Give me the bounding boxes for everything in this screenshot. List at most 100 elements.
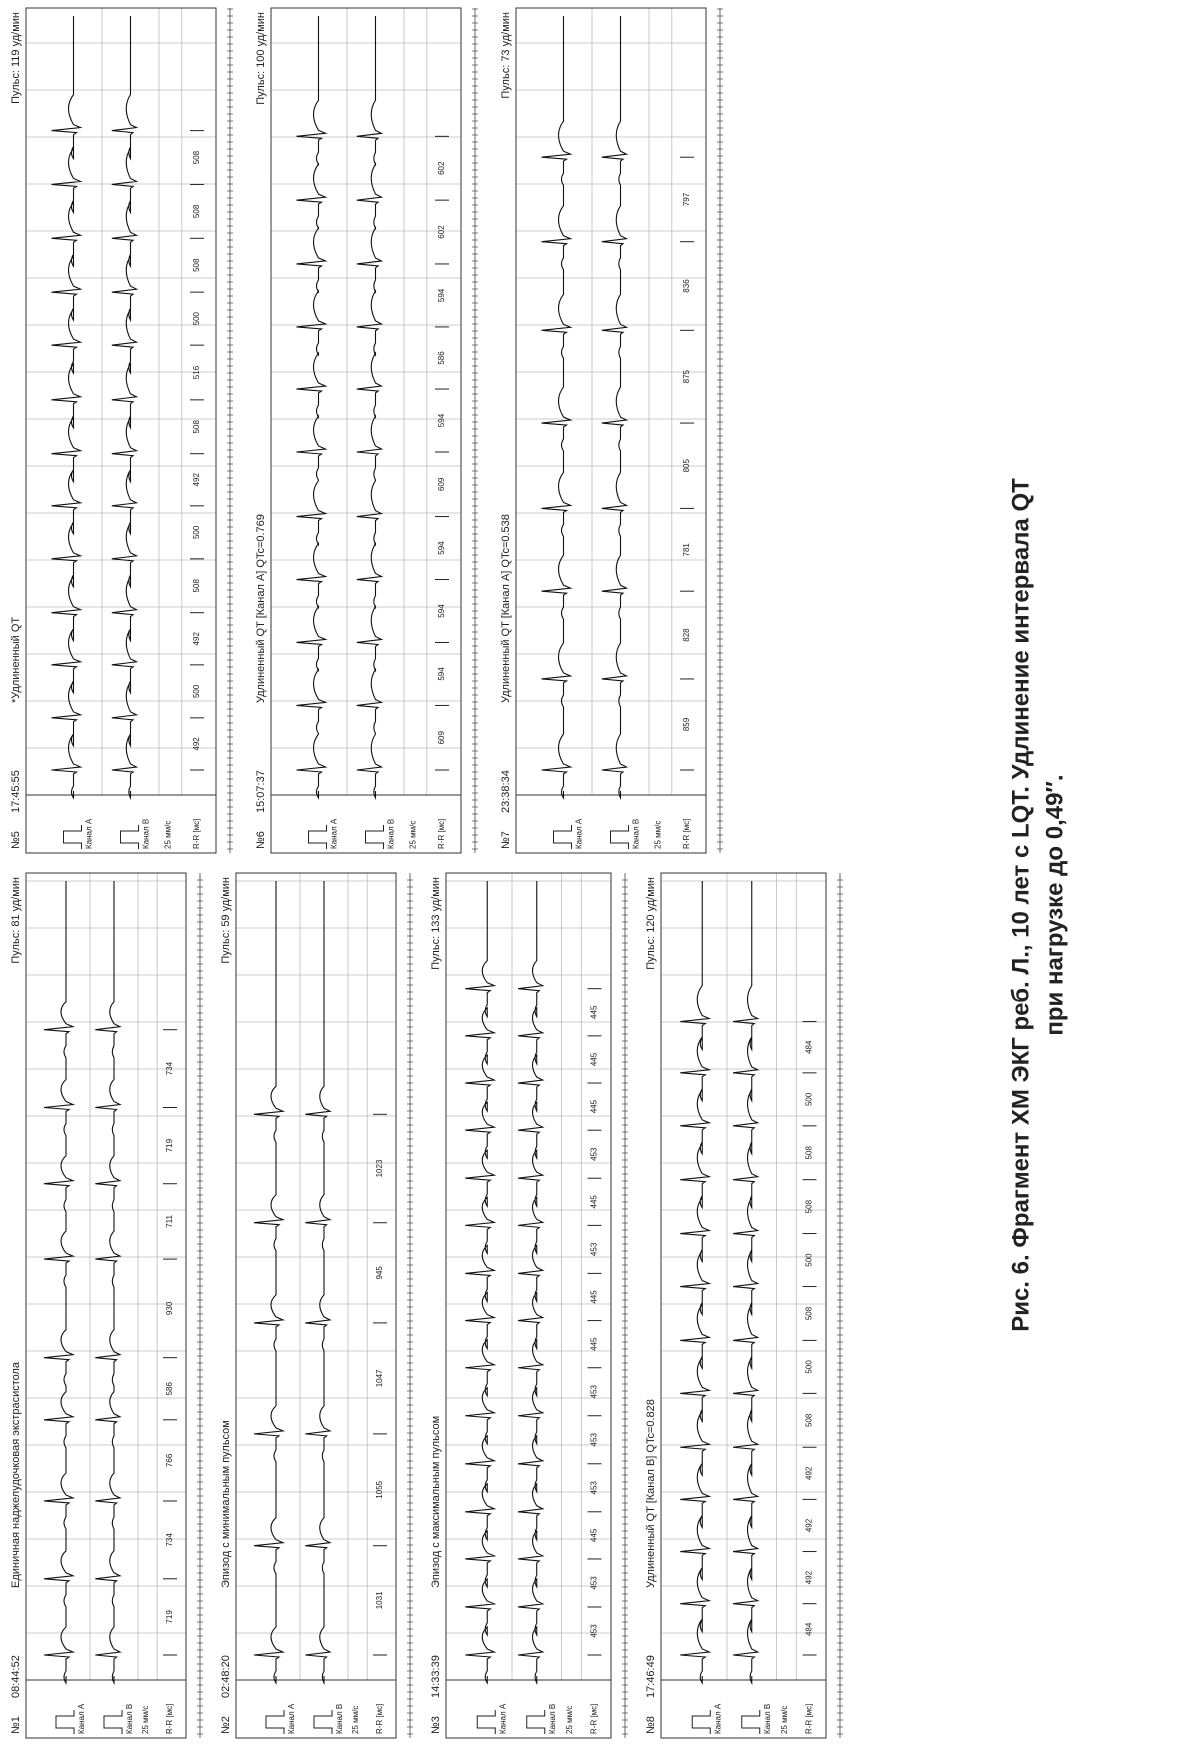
calibration-pulse (742, 1710, 760, 1734)
rr-label: R-R [мс] (165, 1704, 174, 1734)
channel-label: Канал B (142, 819, 151, 849)
calibration-pulse (64, 825, 82, 849)
channel-label: Канал B (335, 1704, 344, 1734)
ecg-trace (95, 881, 120, 1683)
rr-value: 492 (192, 473, 201, 487)
ecg-trace (297, 16, 326, 798)
panel-title: Удлиненный QT [Канал B] QTc=0.828 (645, 1399, 657, 1588)
panel-frame (26, 8, 216, 853)
rr-value: 492 (805, 1518, 814, 1532)
rr-value: 734 (165, 1061, 174, 1075)
rr-value: 445 (590, 1337, 599, 1351)
rr-value: 445 (590, 1052, 599, 1066)
rr-value: 508 (192, 258, 201, 272)
rr-value: 500 (805, 1253, 814, 1267)
rr-value: 719 (165, 1610, 174, 1624)
rr-value: 492 (805, 1570, 814, 1584)
rr-value: 594 (437, 604, 446, 618)
rr-value: 828 (682, 628, 691, 642)
channel-label: Канал A (575, 818, 584, 849)
ecg-sheet: Рис. 6. Фрагмент ХМ ЭКГ реб. Л., 10 лет … (0, 0, 1203, 1753)
rr-value: 711 (165, 1214, 174, 1227)
rr-value: 734 (165, 1533, 174, 1547)
calibration-pulse (104, 1710, 122, 1734)
ecg-trace (305, 881, 330, 1683)
rr-value: 445 (590, 1005, 599, 1019)
panel-number: №1 (10, 1716, 22, 1734)
channel-label: Канал A (713, 1703, 722, 1734)
panel-time: 17:46:49 (645, 1655, 657, 1698)
panel-frame (236, 873, 396, 1738)
calibration-pulse (554, 825, 572, 849)
rr-value: 797 (682, 192, 691, 206)
panel-frame (661, 873, 826, 1738)
ecg-trace (602, 16, 627, 798)
speed-label: 25 мм/с (409, 821, 418, 849)
rr-value: 453 (590, 1242, 599, 1256)
panel-time: 15:07:37 (255, 770, 267, 813)
panel-pulse: Пульс: 133 уд/мин (430, 877, 442, 970)
calibration-pulse (314, 1710, 332, 1734)
calibration-pulse (309, 825, 327, 849)
rr-value: 508 (192, 579, 201, 593)
rr-value: 594 (437, 541, 446, 555)
rr-value: 508 (192, 150, 201, 164)
panel-title: *Удлиненный QT (10, 617, 22, 703)
rr-label: R-R [мс] (682, 819, 691, 849)
panel-pulse: Пульс: 120 уд/мин (645, 877, 657, 970)
rr-value: 836 (682, 279, 691, 293)
panel-time: 08:44:52 (10, 1655, 22, 1698)
panel-title: Эпизод с максимальным пульсом (430, 1416, 442, 1588)
channel-label: Канал B (763, 1704, 772, 1734)
rr-value: 594 (437, 413, 446, 427)
speed-label: 25 мм/с (654, 821, 663, 849)
rr-value: 453 (590, 1624, 599, 1638)
ecg-trace (357, 16, 382, 798)
speed-label: 25 мм/с (565, 1706, 574, 1734)
channel-label: Канал B (548, 1704, 557, 1734)
panel-pulse: Пульс: 73 уд/мин (500, 12, 512, 99)
calibration-pulse (692, 1710, 710, 1734)
panel-time: 14:33:39 (430, 1655, 442, 1698)
rr-value: 492 (192, 632, 201, 646)
rr-value: 453 (590, 1433, 599, 1447)
caption-line: Рис. 6. Фрагмент ХМ ЭКГ реб. Л., 10 лет … (1007, 478, 1034, 1332)
channel-label: Канал A (330, 818, 339, 849)
ecg-trace (518, 881, 543, 1683)
rr-value: 500 (192, 311, 201, 325)
rr-value: 930 (165, 1301, 174, 1315)
rr-value: 484 (805, 1040, 814, 1054)
channel-label: Канал A (287, 1703, 296, 1734)
rr-value: 516 (192, 365, 201, 379)
panel-pulse: Пульс: 81 уд/мин (10, 877, 22, 964)
rr-value: 445 (590, 1195, 599, 1209)
panel-time: 23:38:34 (500, 770, 512, 813)
ecg-trace (52, 16, 81, 798)
page: Рис. 6. Фрагмент ХМ ЭКГ реб. Л., 10 лет … (0, 0, 1203, 1753)
panel-frame (26, 873, 186, 1738)
ecg-trace (680, 881, 709, 1683)
panel-number: №3 (430, 1716, 442, 1734)
panel-time: 02:48:20 (220, 1655, 232, 1698)
calibration-pulse (366, 825, 384, 849)
rr-value: 492 (805, 1466, 814, 1480)
rotated-sheet: Рис. 6. Фрагмент ХМ ЭКГ реб. Л., 10 лет … (0, 0, 1203, 1753)
rr-value: 484 (805, 1622, 814, 1636)
rr-label: R-R [мс] (590, 1704, 599, 1734)
rr-value: 781 (682, 543, 691, 557)
calibration-pulse (527, 1710, 545, 1734)
ecg-trace (112, 16, 137, 798)
speed-label: 25 мм/с (351, 1706, 360, 1734)
calibration-pulse (611, 825, 629, 849)
rr-value: 500 (805, 1360, 814, 1374)
rr-value: 445 (590, 1528, 599, 1542)
panel-number: №8 (645, 1716, 657, 1734)
rr-value: 445 (590, 1099, 599, 1113)
ecg-trace (542, 16, 571, 798)
panel-pulse: Пульс: 59 уд/мин (220, 877, 232, 964)
rr-label: R-R [мс] (437, 819, 446, 849)
calibration-pulse (56, 1710, 74, 1734)
rr-value: 586 (437, 351, 446, 365)
channel-label: Канал A (77, 1703, 86, 1734)
rr-value: 609 (437, 477, 446, 491)
